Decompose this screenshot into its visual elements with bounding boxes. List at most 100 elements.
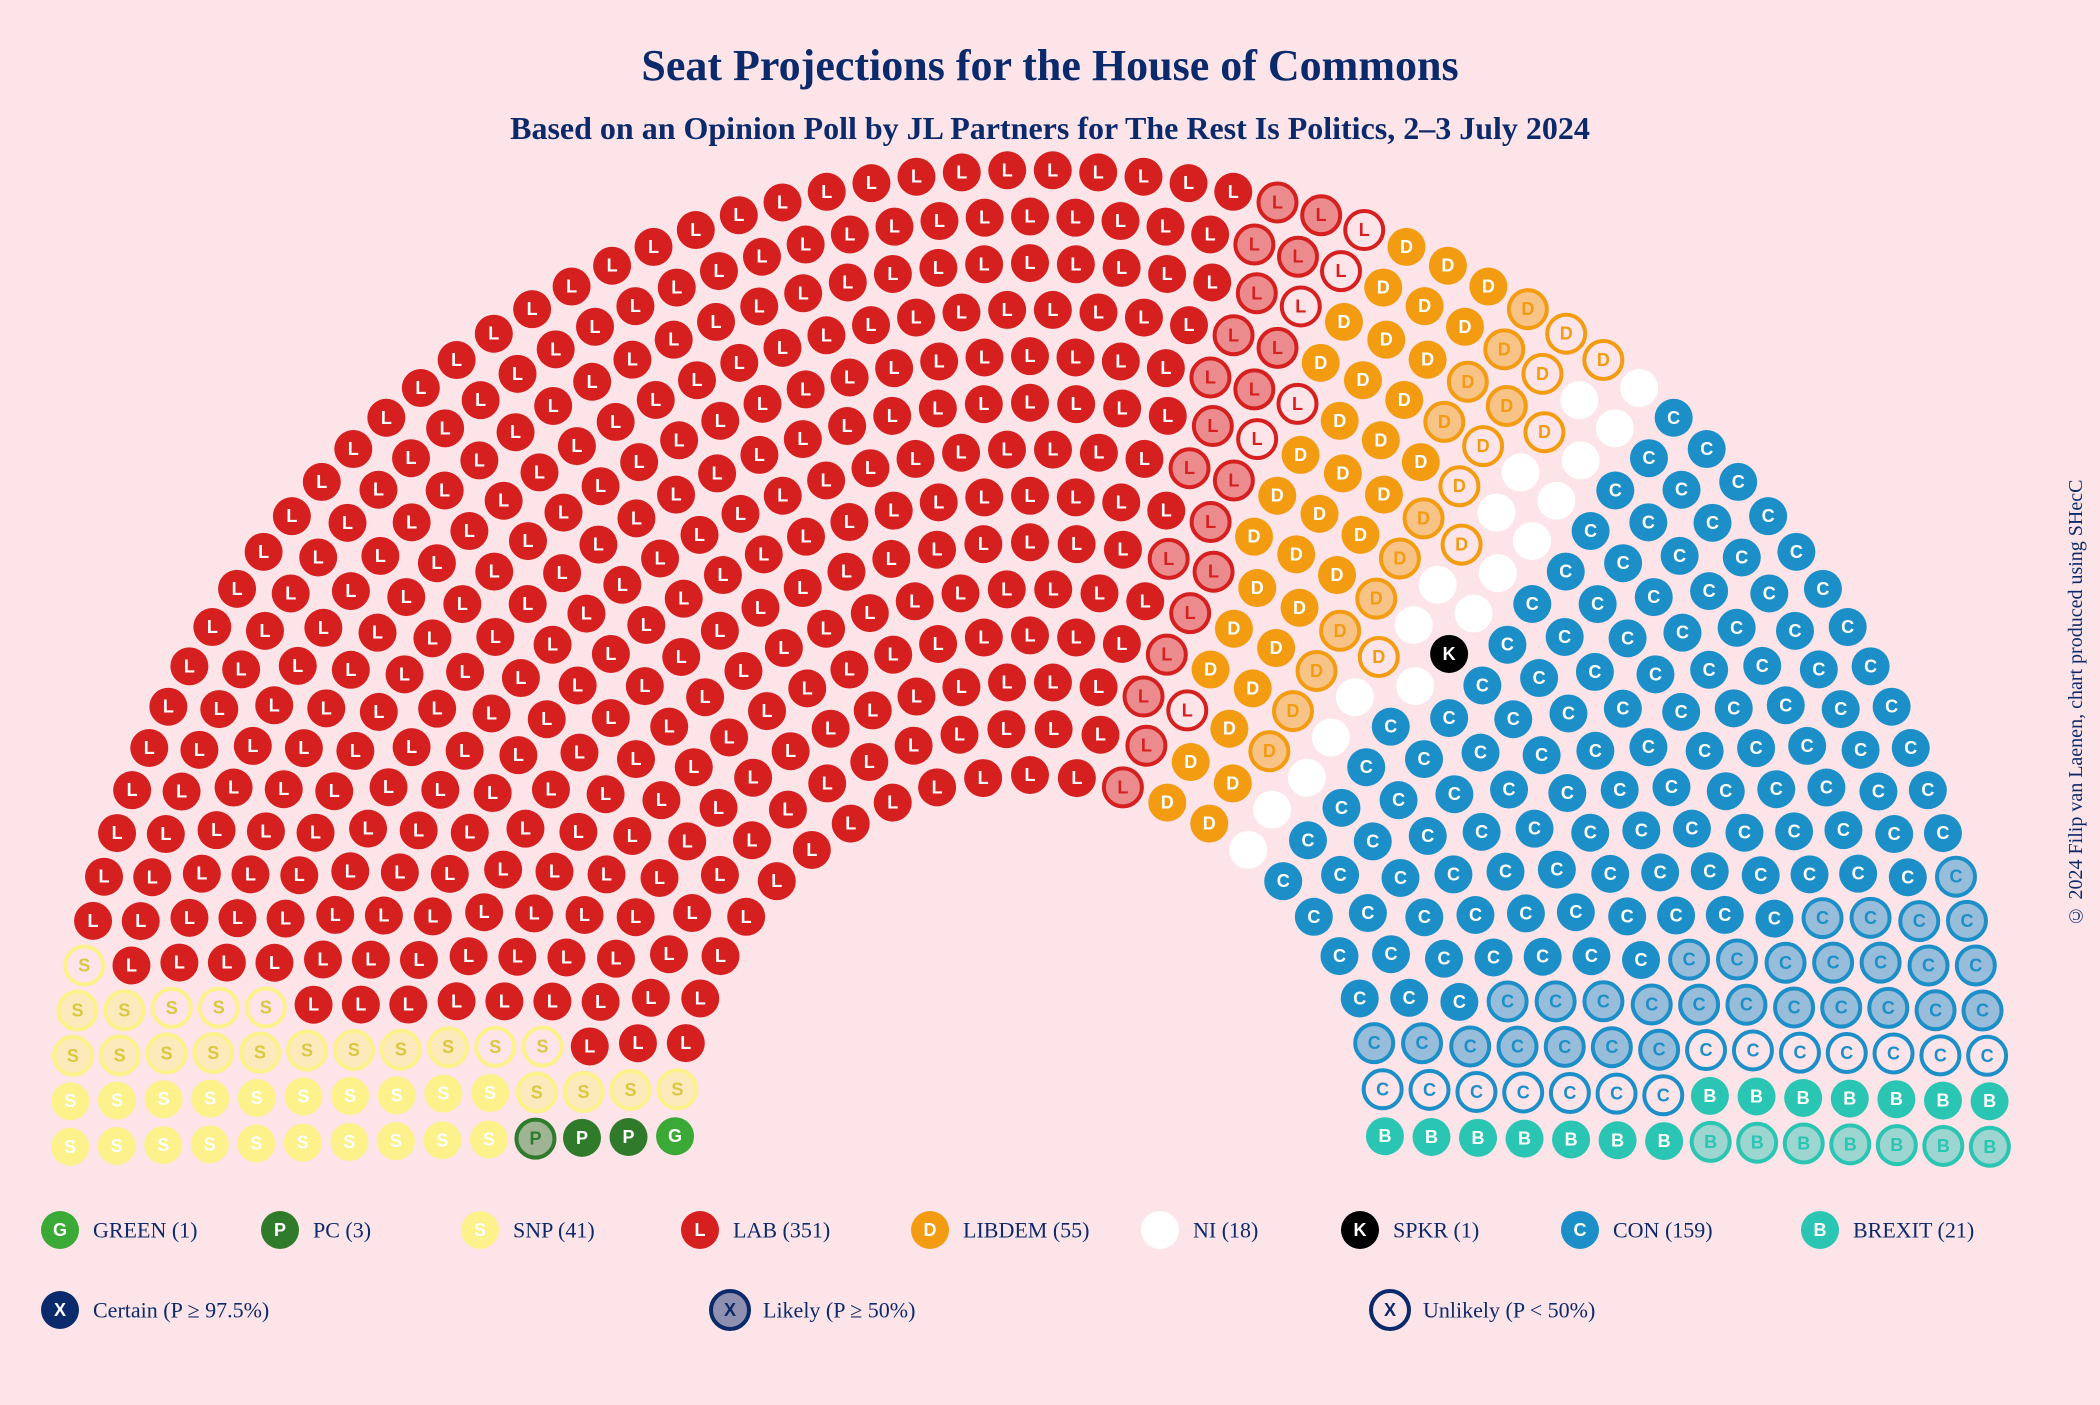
- svg-text:L: L: [1252, 429, 1263, 449]
- svg-text:L: L: [1048, 440, 1059, 460]
- svg-text:L: L: [1182, 700, 1193, 720]
- svg-text:L: L: [1071, 534, 1082, 554]
- svg-text:S: S: [474, 1220, 486, 1240]
- svg-text:C: C: [1700, 439, 1713, 459]
- svg-text:C: C: [1507, 709, 1520, 729]
- seat-lab: L: [808, 764, 846, 802]
- svg-text:L: L: [821, 182, 832, 202]
- seat-libdem: D: [1192, 651, 1230, 689]
- svg-text:L: L: [512, 947, 523, 967]
- seat-lab: L: [413, 619, 451, 657]
- svg-text:B: B: [1565, 1129, 1578, 1149]
- svg-text:C: C: [1642, 512, 1655, 532]
- seat-lab: L: [1258, 183, 1296, 221]
- seat-con: C: [1822, 690, 1860, 728]
- seat-lab: L: [733, 821, 771, 859]
- seat-con: C: [1475, 938, 1513, 976]
- svg-text:S: S: [343, 1132, 355, 1152]
- svg-text:L: L: [678, 589, 689, 609]
- svg-text:L: L: [865, 458, 876, 478]
- svg-text:L: L: [733, 205, 744, 225]
- svg-text:L: L: [1228, 182, 1239, 202]
- svg-text:L: L: [510, 422, 521, 442]
- seat-ni: [1513, 522, 1551, 560]
- seat-ni: [1419, 566, 1457, 604]
- svg-text:L: L: [1205, 512, 1216, 532]
- svg-text:L: L: [630, 296, 641, 316]
- seat-lab: L: [316, 896, 354, 934]
- svg-text:L: L: [655, 549, 666, 569]
- seat-con: C: [1688, 430, 1726, 468]
- svg-text:L: L: [160, 824, 171, 844]
- svg-text:L: L: [342, 513, 353, 533]
- svg-text:L: L: [802, 678, 813, 698]
- svg-text:B: B: [1983, 1137, 1996, 1157]
- seat-lab: L: [303, 463, 341, 501]
- svg-text:L: L: [1047, 673, 1058, 693]
- svg-text:L: L: [714, 621, 725, 641]
- svg-text:C: C: [1517, 1082, 1530, 1102]
- seat-libdem: D: [1210, 710, 1248, 748]
- seat-lab: L: [1058, 759, 1096, 797]
- svg-text:C: C: [1384, 717, 1397, 737]
- seat-lab: L: [1034, 570, 1072, 608]
- seat-con: C: [1411, 1071, 1449, 1109]
- svg-text:D: D: [1333, 411, 1346, 431]
- seat-lab: L: [1125, 158, 1163, 196]
- svg-text:L: L: [934, 352, 945, 372]
- seat-lab: L: [784, 274, 822, 312]
- legend-item-green: GGREEN (1): [41, 1211, 197, 1249]
- svg-text:C: C: [1654, 862, 1667, 882]
- svg-text:L: L: [1001, 440, 1012, 460]
- seat-con: C: [1875, 1034, 1913, 1072]
- svg-text:C: C: [1718, 905, 1731, 925]
- seat-brexit: B: [1831, 1125, 1869, 1163]
- svg-text:L: L: [221, 953, 232, 973]
- seat-lab: L: [1079, 293, 1117, 331]
- seat-con: C: [1693, 504, 1731, 542]
- seat-brexit: B: [1877, 1080, 1915, 1118]
- svg-text:L: L: [487, 783, 498, 803]
- svg-text:C: C: [1885, 697, 1898, 717]
- seat-con: C: [1777, 533, 1815, 571]
- seat-con: C: [1640, 1031, 1678, 1069]
- svg-text:L: L: [1292, 394, 1303, 414]
- svg-text:L: L: [1048, 719, 1059, 739]
- svg-text:C: C: [1561, 783, 1574, 803]
- svg-text:SPKR (1): SPKR (1): [1393, 1218, 1479, 1243]
- seat-lab: L: [1170, 306, 1208, 344]
- svg-text:L: L: [747, 830, 758, 850]
- svg-text:D: D: [1461, 372, 1474, 392]
- seat-con: C: [1718, 940, 1756, 978]
- seat-lab: L: [808, 173, 846, 211]
- svg-text:D: D: [1500, 396, 1513, 416]
- svg-text:L: L: [547, 635, 558, 655]
- legend-item-con: CCON (159): [1561, 1211, 1713, 1249]
- svg-text:C: C: [1535, 745, 1548, 765]
- svg-text:B: B: [1518, 1129, 1531, 1149]
- svg-text:L: L: [126, 955, 137, 975]
- seat-con: C: [1372, 935, 1410, 973]
- svg-text:C: C: [1617, 553, 1630, 573]
- svg-text:L: L: [668, 330, 679, 350]
- svg-text:L: L: [373, 702, 384, 722]
- svg-text:C: C: [1476, 675, 1489, 695]
- seat-lab: L: [533, 982, 571, 1020]
- svg-text:C: C: [1558, 627, 1571, 647]
- svg-text:L: L: [127, 780, 138, 800]
- seat-lab: L: [673, 894, 711, 932]
- svg-text:L: L: [1071, 768, 1082, 788]
- seat-lab: L: [265, 770, 303, 808]
- svg-text:L: L: [232, 908, 243, 928]
- seat-libdem: D: [1525, 413, 1563, 451]
- seat-con: C: [1804, 570, 1842, 608]
- svg-text:L: L: [610, 949, 621, 969]
- seat-ni: [1253, 791, 1291, 829]
- svg-text:L: L: [641, 615, 652, 635]
- svg-text:C: C: [1418, 749, 1431, 769]
- seat-snp: S: [191, 1125, 229, 1163]
- svg-text:L: L: [954, 725, 965, 745]
- svg-text:L: L: [700, 687, 711, 707]
- svg-text:L: L: [247, 736, 258, 756]
- seat-con: C: [1776, 612, 1814, 650]
